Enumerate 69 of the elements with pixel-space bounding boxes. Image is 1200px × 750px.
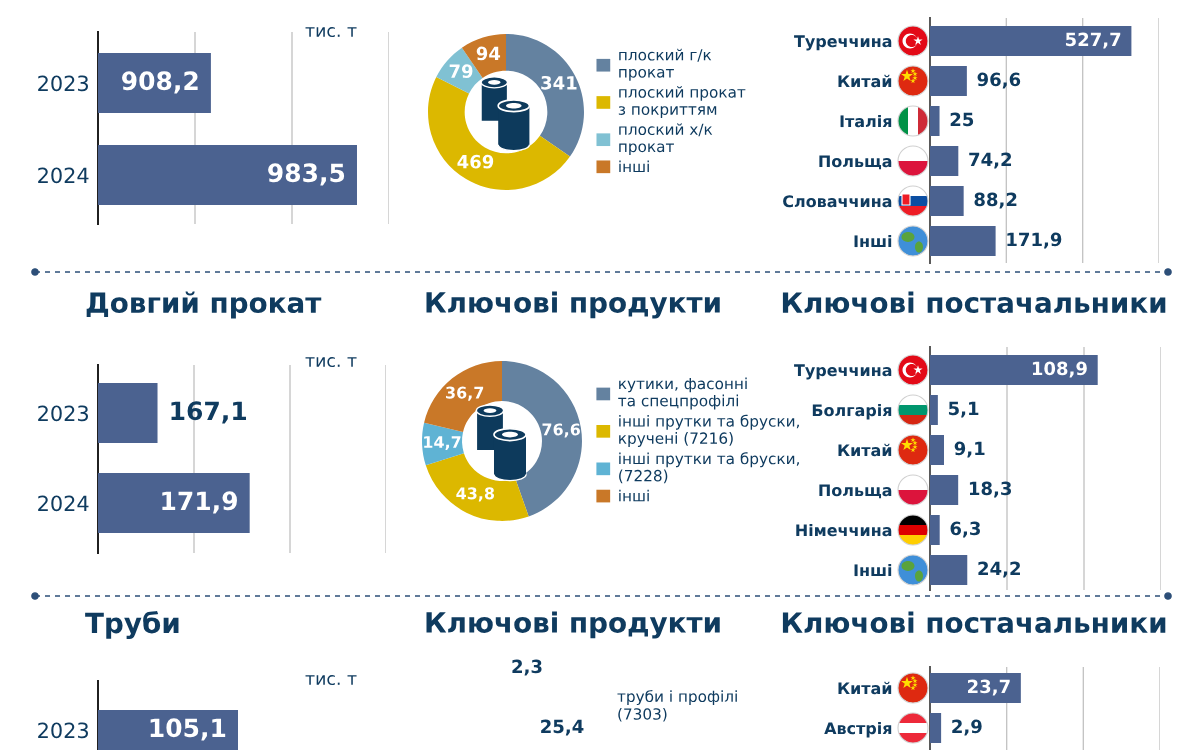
text: Ключові продукти (426, 611, 720, 639)
data-label: 9,1 (954, 441, 985, 458)
text: тис. т (305, 675, 357, 686)
y-tick-label: 2023 (38, 75, 88, 92)
bar (930, 515, 940, 545)
legend-label: інші (619, 160, 649, 173)
y-tick-label: 2023 (38, 405, 88, 422)
y-tick-label: Польща (819, 155, 892, 170)
data-label: 527,7 (1065, 32, 1121, 49)
y-tick-label: Інші (854, 234, 892, 248)
y-tick-label: Болгарія (812, 403, 892, 420)
y-tick-label: 2024 (38, 167, 89, 184)
text: 2,3 (512, 659, 542, 676)
data-label: 94 (476, 46, 501, 61)
data-label: 36,7 (446, 386, 484, 401)
data-label: 908,2 (122, 71, 198, 94)
data-label: 79 (449, 64, 473, 79)
data-label: 24,2 (978, 561, 1020, 578)
data-label: 341 (541, 75, 577, 90)
y-tick-label: Австрія (824, 721, 892, 738)
donut-slice (502, 361, 582, 517)
data-label: 96,6 (977, 72, 1021, 89)
y-tick-label: Інші (854, 563, 892, 577)
data-label: 105,1 (150, 718, 226, 741)
y-tick-label: Китай (838, 74, 892, 88)
data-label: 6,3 (950, 521, 980, 538)
data-label: 171,9 (1007, 232, 1062, 249)
chart-title: Труби (85, 611, 179, 639)
bar (930, 186, 964, 216)
data-label: 25 (950, 112, 974, 127)
data-label: 23,7 (968, 679, 1010, 696)
y-tick-label: Німеччина (796, 523, 892, 537)
data-label: 5,1 (948, 401, 979, 418)
text: труби і профілі (7303) (617, 690, 737, 722)
annotation: тис. т (305, 27, 357, 38)
annotation: тис. т (305, 357, 357, 368)
bar (930, 395, 938, 425)
y-tick-label: Китай (838, 443, 892, 457)
data-label: 171,9 (162, 491, 237, 514)
legend-label: інші (619, 489, 649, 502)
y-tick-label: Туреччина (794, 364, 892, 380)
chart-title: Ключові постачальники (782, 611, 1166, 634)
text: 25,4 (541, 719, 584, 736)
legend-label: інші прутки та бруски, (7228) (619, 452, 799, 484)
chart-title: Довгий прокат (86, 291, 322, 319)
y-tick-label: Туреччина (794, 35, 892, 51)
data-label: 88,2 (974, 192, 1017, 209)
data-label: 469 (457, 154, 494, 169)
y-tick-label: Італія (840, 114, 892, 128)
data-label: 18,3 (969, 481, 1012, 498)
data-label: 167,1 (171, 401, 246, 424)
data-label: 108,9 (1032, 361, 1087, 378)
data-label: 43,8 (456, 487, 495, 502)
y-tick-label: 2024 (38, 495, 89, 512)
donut-slice (425, 453, 529, 521)
data-label: 74,2 (969, 152, 1012, 169)
y-tick-label: Польща (819, 484, 892, 499)
data-label: 2,9 (952, 719, 982, 736)
legend-label: інші прутки та бруски, кручені (7216) (619, 414, 799, 447)
data-label: 76,6 (542, 423, 580, 438)
chart-title: Ключові постачальники (782, 291, 1166, 314)
y-tick-label: 2023 (38, 722, 88, 739)
y-tick-label: Китай (838, 681, 892, 695)
donut-slice (424, 361, 502, 432)
chart-title: Ключові продукти (426, 291, 720, 319)
donut-slice (506, 34, 584, 157)
data-label: 14,7 (424, 436, 461, 451)
y-tick-label: Словаччина (783, 195, 892, 208)
data-label: 983,5 (268, 163, 345, 186)
